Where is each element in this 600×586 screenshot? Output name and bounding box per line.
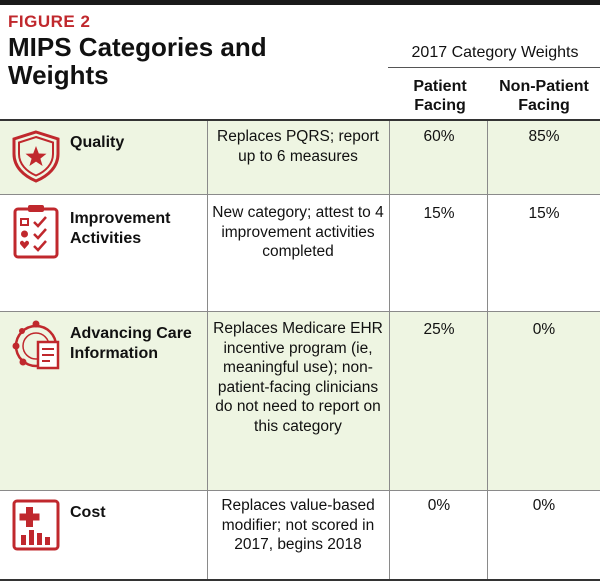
column-divider <box>207 121 208 579</box>
category-description: Replaces value-based modifier; not score… <box>221 497 375 553</box>
row-divider <box>0 490 600 491</box>
figure-label: FIGURE 2 <box>8 12 91 31</box>
category-name: Improvement Activities <box>70 210 171 247</box>
category-name: Quality <box>70 134 125 151</box>
category-description: Replaces PQRS; report up to 6 measures <box>217 128 379 165</box>
hospital-chart-icon <box>12 499 60 551</box>
weight-non-patient-facing: 15% <box>528 205 560 222</box>
table-row-advancing-care <box>0 311 600 490</box>
weight-patient-facing: 15% <box>423 205 455 222</box>
column-header-non-patient-facing: Non-Patient Facing <box>499 78 589 114</box>
weight-patient-facing: 25% <box>423 321 455 338</box>
group-header: 2017 Category Weights <box>411 44 579 61</box>
weight-patient-facing: 0% <box>427 497 451 514</box>
header-rule <box>0 119 600 121</box>
group-header-rule <box>388 67 600 68</box>
column-divider <box>487 121 488 579</box>
top-rule <box>0 0 600 5</box>
category-name: Advancing Care Information <box>70 325 192 362</box>
weight-non-patient-facing: 0% <box>532 497 556 514</box>
category-description: Replaces Medicare EHR incentive program … <box>213 320 383 435</box>
weight-patient-facing: 60% <box>423 128 455 145</box>
row-divider <box>0 311 600 312</box>
shield-star-icon <box>12 130 60 183</box>
row-divider <box>0 194 600 195</box>
weight-non-patient-facing: 0% <box>532 321 556 338</box>
clipboard-checklist-icon <box>13 205 59 259</box>
table-row-quality <box>0 121 600 194</box>
category-name: Cost <box>70 504 106 521</box>
column-divider <box>389 121 390 579</box>
bottom-rule <box>0 579 600 581</box>
category-description: New category; attest to 4 improvement ac… <box>212 204 384 260</box>
column-header-patient-facing: Patient Facing <box>413 78 467 114</box>
figure-title: MIPS Categories and Weights <box>8 32 267 90</box>
network-document-icon <box>12 320 60 370</box>
weight-non-patient-facing: 85% <box>528 128 560 145</box>
